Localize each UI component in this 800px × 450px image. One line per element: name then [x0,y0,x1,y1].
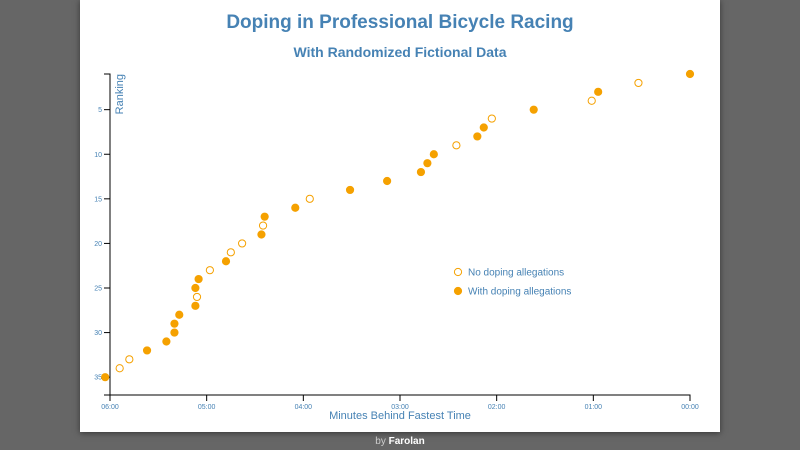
data-point-with-doping[interactable] [170,319,179,328]
data-point-no-doping[interactable] [115,364,124,373]
data-point-with-doping[interactable] [101,373,110,382]
data-point-with-doping[interactable] [142,346,152,355]
data-point-no-doping[interactable] [487,114,496,123]
data-point-no-doping[interactable] [305,194,314,203]
data-point-with-doping[interactable] [416,167,426,177]
data-point-no-doping[interactable] [238,239,247,248]
data-points [101,69,695,382]
data-point-no-doping[interactable] [125,355,134,364]
x-axis-label: Minutes Behind Fastest Time [329,410,471,422]
data-point-with-doping[interactable] [191,283,200,293]
y-tick-label: 25 [94,286,102,293]
data-point-with-doping[interactable] [685,69,695,79]
data-point-no-doping[interactable] [587,96,596,105]
data-point-no-doping[interactable] [205,266,214,275]
footer-credit: by Farolan [0,436,800,447]
x-tick-label: 04:00 [295,404,313,411]
data-point-no-doping[interactable] [634,78,643,88]
chart-subtitle: With Randomized Fictional Data [294,44,507,60]
data-point-with-doping[interactable] [194,274,203,284]
data-point-with-doping[interactable] [221,257,231,266]
y-axis: 5 10 15 20 25 30 35 [94,73,111,396]
data-point-with-doping[interactable] [260,212,269,221]
legend-hollow-marker [453,267,463,277]
legend: No doping allegations With doping allega… [453,267,571,298]
footer-by: by [375,436,386,447]
legend-label-no-doping: No doping allegations [468,268,564,279]
y-axis-label: Ranking [114,74,126,114]
data-point-with-doping[interactable] [175,310,184,319]
data-point-no-doping[interactable] [258,221,268,230]
data-point-with-doping[interactable] [423,159,432,168]
data-point-with-doping[interactable] [594,87,603,96]
data-point-with-doping[interactable] [529,105,538,114]
data-point-no-doping[interactable] [192,292,202,302]
footer-author: Farolan [388,436,425,447]
x-tick-label: 05:00 [198,404,216,411]
data-point-with-doping[interactable] [291,203,300,212]
x-tick-label: 01:00 [585,404,603,411]
data-point-with-doping[interactable] [257,230,266,239]
data-point-with-doping[interactable] [429,150,438,159]
data-point-with-doping[interactable] [162,337,171,346]
data-point-no-doping[interactable] [226,248,235,257]
chart-title: Doping in Professional Bicycle Racing [226,12,573,33]
x-axis: 06:00 05:00 04:00 03:00 02:00 01:00 00:00 [101,394,699,411]
data-point-with-doping[interactable] [345,185,355,195]
y-tick-label: 10 [94,152,102,159]
y-tick-label: 35 [94,375,102,382]
data-point-with-doping[interactable] [383,176,392,186]
y-tick-label: 20 [94,241,102,248]
y-tick-label: 5 [98,107,102,114]
legend-filled-marker [453,286,463,296]
scatter-chart: Doping in Professional Bicycle Racing Wi… [94,12,699,422]
chart-card: Doping in Professional Bicycle Racing Wi… [80,0,720,432]
legend-label-with-doping: With doping allegations [468,287,571,298]
data-point-with-doping[interactable] [170,328,179,337]
x-tick-label: 06:00 [101,404,119,411]
data-point-with-doping[interactable] [473,132,482,141]
x-tick-label: 02:00 [488,404,506,411]
data-point-no-doping[interactable] [452,141,461,150]
x-tick-label: 03:00 [391,404,409,411]
y-tick-label: 30 [94,330,102,337]
x-tick-label: 00:00 [681,404,699,411]
y-tick-label: 15 [94,196,102,203]
data-point-with-doping[interactable] [479,123,488,132]
data-point-with-doping[interactable] [191,301,200,310]
y-axis-line [104,73,111,396]
